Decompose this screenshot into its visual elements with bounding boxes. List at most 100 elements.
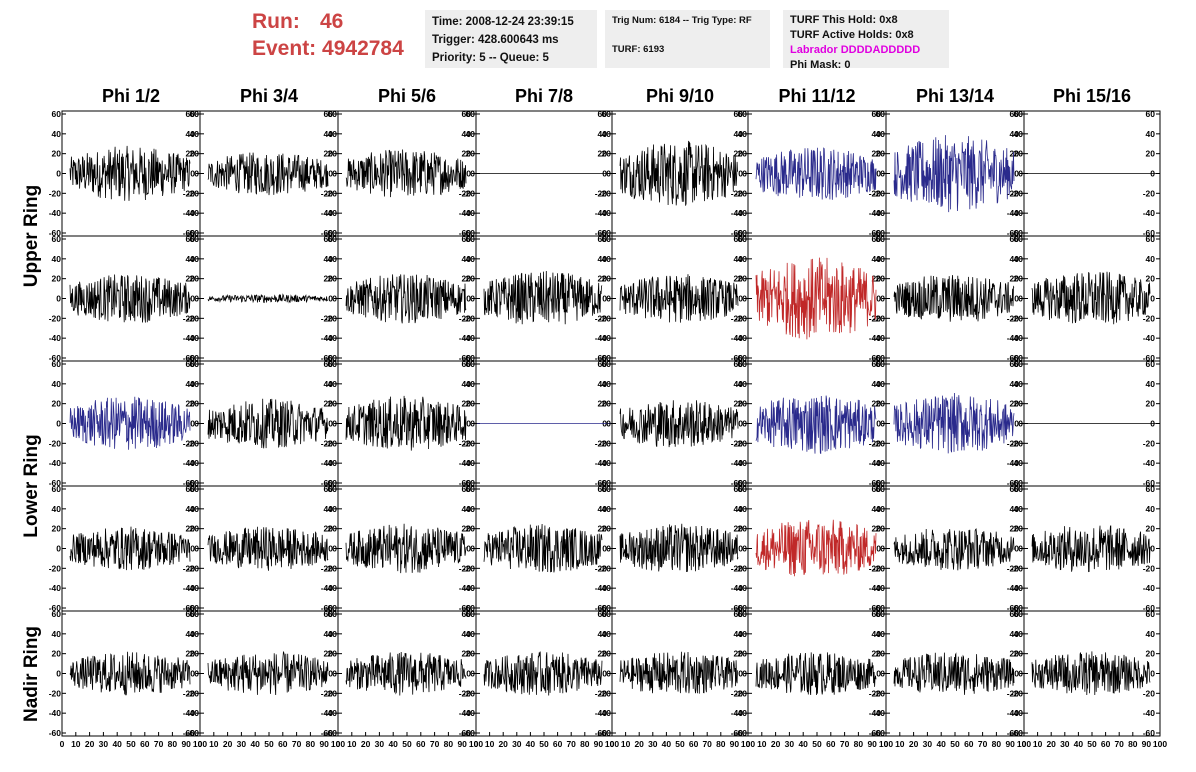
y-tick-label-left: 40	[52, 504, 62, 514]
y-tick-label-left: 20	[602, 274, 612, 284]
labrador-text: Labrador DDDDADDDDD	[790, 44, 921, 56]
y-tick-label-right: -40	[1007, 583, 1020, 593]
x-tick-label: 0	[60, 739, 65, 749]
y-tick-label-left: 60	[1014, 109, 1024, 119]
waveform-trace	[207, 152, 329, 196]
y-tick-label-right: 0	[466, 294, 471, 304]
y-tick-label-right: 20	[186, 274, 196, 284]
y-tick-label-left: 40	[328, 129, 338, 139]
y-tick-label-right: -60	[459, 478, 472, 488]
y-tick-label-right: 40	[734, 254, 744, 264]
x-tick-label: 40	[798, 739, 808, 749]
y-tick-label-right: 60	[324, 609, 334, 619]
y-tick-label-right: -40	[321, 583, 334, 593]
y-tick-label-right: -60	[1143, 603, 1156, 613]
y-tick-label-left: 40	[52, 629, 62, 639]
y-tick-label-left: -20	[599, 188, 612, 198]
y-tick-label-left: -40	[735, 458, 748, 468]
y-tick-label-right: 40	[872, 504, 882, 514]
waveform-trace	[755, 519, 877, 577]
y-tick-label-left: 60	[52, 609, 62, 619]
y-tick-label-right: 60	[186, 359, 196, 369]
y-tick-label-right: 60	[872, 609, 882, 619]
y-tick-label-right: -40	[459, 708, 472, 718]
y-tick-label-right: -20	[321, 438, 334, 448]
y-tick-label-left: -40	[873, 458, 886, 468]
y-tick-label-right: -60	[869, 478, 882, 488]
y-tick-label-left: -60	[49, 478, 62, 488]
y-tick-label-left: 60	[1014, 234, 1024, 244]
x-tick-label: 40	[388, 739, 398, 749]
y-tick-label-right: -60	[595, 353, 608, 363]
y-tick-label-right: 20	[462, 149, 472, 159]
y-tick-label-right: 20	[598, 274, 608, 284]
y-tick-label-left: 0	[194, 419, 199, 429]
y-tick-label-right: -40	[731, 458, 744, 468]
y-tick-label-left: -20	[187, 188, 200, 198]
waveform-trace	[483, 523, 603, 573]
y-tick-label-left: 40	[738, 379, 748, 389]
y-tick-label-right: -20	[595, 438, 608, 448]
y-tick-label-right: 60	[324, 234, 334, 244]
y-tick-label-left: 0	[880, 669, 885, 679]
y-tick-label-left: -40	[49, 458, 62, 468]
x-tick-label: 80	[168, 739, 178, 749]
x-tick-label: 90	[1005, 739, 1015, 749]
x-tick-label: 10	[209, 739, 219, 749]
y-tick-label-right: 40	[1010, 129, 1020, 139]
y-tick-label-right: 20	[872, 524, 882, 534]
x-tick-label: 20	[771, 739, 781, 749]
y-tick-label-left: 60	[602, 484, 612, 494]
y-tick-label-left: -20	[49, 313, 62, 323]
y-tick-label-right: 0	[602, 669, 607, 679]
y-tick-label-right: -20	[1143, 438, 1156, 448]
y-tick-label-right: -20	[183, 438, 196, 448]
y-tick-label-right: -20	[1007, 688, 1020, 698]
y-tick-label-right: 20	[872, 274, 882, 284]
y-tick-label-right: 0	[1014, 294, 1019, 304]
x-tick-label: 50	[675, 739, 685, 749]
y-tick-label-left: -60	[187, 478, 200, 488]
y-tick-label-right: 20	[872, 649, 882, 659]
x-tick-label: 30	[785, 739, 795, 749]
y-tick-label-left: -60	[599, 478, 612, 488]
y-tick-label-right: 20	[462, 524, 472, 534]
y-tick-label-right: 40	[872, 379, 882, 389]
y-tick-label-right: 20	[462, 274, 472, 284]
y-tick-label-left: -60	[873, 353, 886, 363]
y-tick-label-left: -20	[1011, 688, 1024, 698]
y-tick-label-left: 20	[738, 649, 748, 659]
y-tick-label-right: 20	[324, 274, 334, 284]
y-tick-label-left: 40	[1014, 254, 1024, 264]
y-tick-label-left: 20	[602, 149, 612, 159]
y-tick-label-left: -60	[325, 353, 338, 363]
y-tick-label-right: 0	[466, 669, 471, 679]
y-tick-label-left: -20	[187, 313, 200, 323]
y-tick-label-right: 0	[328, 419, 333, 429]
y-tick-label-left: 40	[876, 629, 886, 639]
y-tick-label-right: -40	[869, 708, 882, 718]
time-info-box: Time: 2008-12-24 23:39:15 Trigger: 428.6…	[425, 10, 597, 68]
column-header: Phi 7/8	[514, 86, 574, 106]
y-tick-label-left: 60	[738, 359, 748, 369]
y-tick-label-left: -20	[325, 188, 338, 198]
y-tick-label-left: 0	[1018, 419, 1023, 429]
x-tick-label: 70	[840, 739, 850, 749]
y-tick-label-right: -60	[731, 353, 744, 363]
y-tick-label-left: 20	[466, 274, 476, 284]
y-tick-label-left: -40	[187, 208, 200, 218]
x-tick-label: 50	[126, 739, 136, 749]
waveform-trace	[755, 147, 877, 200]
y-tick-label-left: 40	[876, 504, 886, 514]
y-tick-label-right: -60	[1143, 728, 1156, 738]
y-tick-label-right: -40	[1143, 208, 1156, 218]
y-tick-label-right: 40	[324, 254, 334, 264]
y-tick-label-left: 60	[328, 234, 338, 244]
x-tick-label: 60	[1101, 739, 1111, 749]
y-tick-label-right: -20	[595, 688, 608, 698]
waveform-trace	[69, 274, 191, 323]
y-tick-label-left: -40	[325, 333, 338, 343]
y-tick-label-right: 0	[1014, 669, 1019, 679]
x-tick-label: 90	[594, 739, 604, 749]
y-tick-label-right: -60	[869, 353, 882, 363]
